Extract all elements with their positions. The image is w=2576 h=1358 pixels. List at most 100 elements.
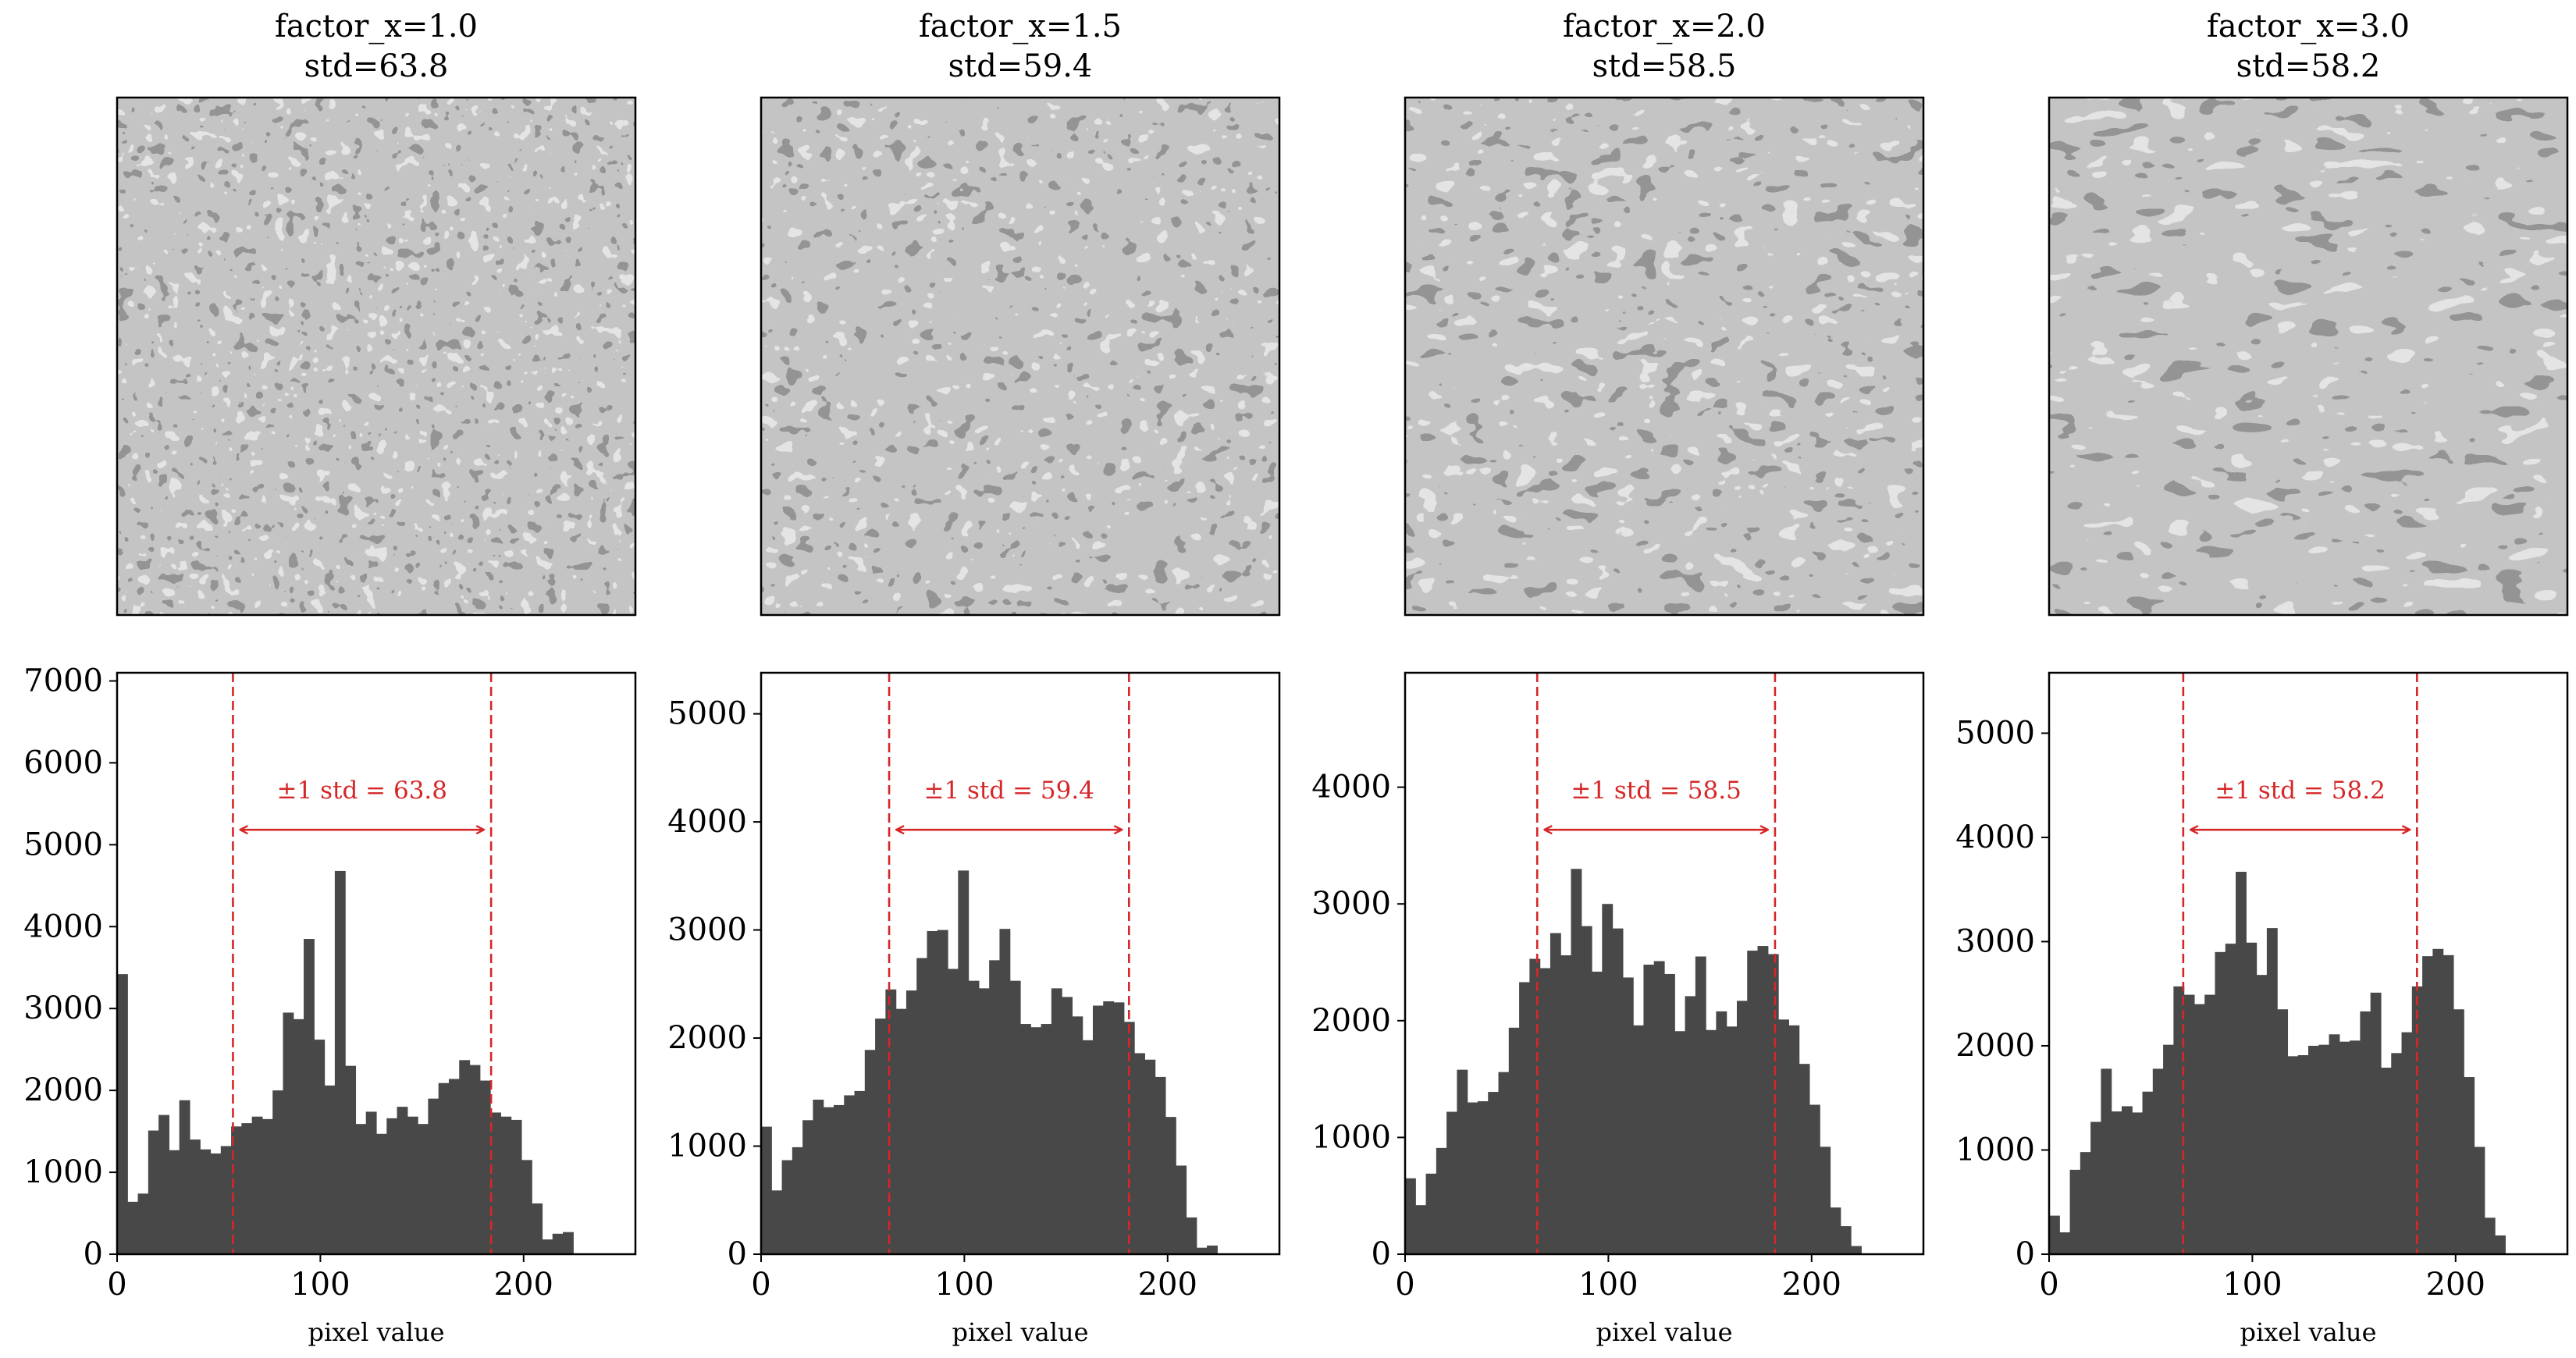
y-tick-label: 3000 xyxy=(1955,923,2035,959)
histogram-bar xyxy=(1186,1217,1197,1254)
x-axis-label: pixel value xyxy=(308,1317,444,1347)
histogram-bar xyxy=(1851,1246,1862,1254)
histogram-bar xyxy=(1695,956,1706,1254)
histogram-bar xyxy=(2090,1122,2101,1254)
histogram-bar xyxy=(2069,1169,2081,1254)
x-tick-label: 100 xyxy=(1578,1267,1638,1303)
x-tick-label: 100 xyxy=(290,1267,350,1303)
histogram-bar xyxy=(1592,971,1603,1254)
histogram-bar xyxy=(200,1149,212,1254)
histogram-bar xyxy=(1425,1173,1437,1254)
histogram-bar xyxy=(1176,1165,1187,1254)
histogram-bar xyxy=(2256,975,2268,1254)
y-tick-label: 7000 xyxy=(23,663,103,699)
histogram-bar xyxy=(1072,1016,1083,1254)
histogram-bar xyxy=(293,1018,304,1254)
histogram-bar xyxy=(2215,951,2226,1254)
histogram-bar xyxy=(1207,1245,1218,1254)
histogram-bar xyxy=(1581,926,1592,1254)
std-annotation: ±1 std = 58.2 xyxy=(2215,777,2385,805)
histogram-bar xyxy=(2370,992,2382,1254)
histogram-bar xyxy=(334,870,346,1254)
histogram-bar xyxy=(1602,904,1614,1254)
histogram-bar xyxy=(781,1160,793,1254)
histogram-bar xyxy=(169,1150,180,1254)
histogram-bar xyxy=(1685,996,1696,1254)
panel-title: factor_x=1.5 xyxy=(919,9,1122,44)
histogram-bar xyxy=(283,1012,294,1254)
histogram-bar xyxy=(1405,1178,1416,1254)
y-tick-label: 4000 xyxy=(667,804,747,840)
histogram-bar xyxy=(1488,1092,1500,1254)
histogram-bar xyxy=(1788,1025,1800,1254)
histogram-bar xyxy=(314,1040,326,1254)
x-axis-label: pixel value xyxy=(2240,1317,2376,1347)
histogram-bar xyxy=(1051,988,1062,1254)
histogram-bar xyxy=(1165,1117,1176,1254)
x-axis-label: pixel value xyxy=(1596,1317,1732,1347)
histogram-bar xyxy=(1550,933,1561,1254)
y-tick-label: 1000 xyxy=(1955,1132,2035,1168)
histogram-bar xyxy=(490,1112,501,1254)
histogram-bar xyxy=(220,1146,232,1254)
histogram-bar xyxy=(262,1118,273,1254)
histogram-bar xyxy=(2236,872,2247,1254)
histogram-bar xyxy=(1508,1027,1520,1254)
histogram-bar xyxy=(2422,956,2433,1254)
axes-frame xyxy=(1404,671,1925,1256)
histogram-bar xyxy=(1155,1076,1166,1254)
y-tick-label: 5000 xyxy=(23,827,103,862)
axes-frame xyxy=(116,671,637,1256)
histogram-bar xyxy=(117,974,128,1254)
y-tick-label: 3000 xyxy=(667,912,747,948)
panel-subtitle: std=59.4 xyxy=(948,48,1093,84)
histogram-bar xyxy=(2287,1056,2299,1254)
std-annotation: ±1 std = 58.5 xyxy=(1571,777,1741,805)
histogram-bar xyxy=(1477,1101,1489,1254)
histogram-bar xyxy=(2329,1034,2340,1254)
histogram-bar xyxy=(1009,980,1021,1254)
histogram: ±1 std = 63.8010002000300040005000600070… xyxy=(23,663,637,1347)
histogram-bar xyxy=(1144,1059,1156,1254)
histogram-bar xyxy=(251,1116,263,1254)
histogram-bar xyxy=(1840,1226,1852,1254)
histogram-bar xyxy=(2049,1215,2060,1254)
x-tick-label: 200 xyxy=(2426,1267,2485,1303)
histogram-bar xyxy=(813,1099,824,1254)
histogram-bar xyxy=(906,990,917,1254)
histogram-bar xyxy=(937,930,948,1254)
histogram-bar xyxy=(1103,1001,1115,1254)
histogram-bar xyxy=(1196,1247,1208,1254)
histogram-bar xyxy=(2464,1077,2475,1254)
histogram-bar xyxy=(355,1124,367,1254)
histogram-bar xyxy=(2194,1004,2205,1254)
histogram-bar xyxy=(1529,958,1541,1254)
histogram-bar xyxy=(469,1065,481,1254)
histogram-bar xyxy=(1778,1019,1789,1254)
histogram-bar xyxy=(1643,964,1655,1254)
y-tick-label: 4000 xyxy=(1955,819,2035,855)
image-frame xyxy=(760,96,1281,617)
histogram-bar xyxy=(428,1098,439,1254)
histogram-bar xyxy=(2297,1054,2309,1254)
histogram-bar xyxy=(1622,977,1634,1254)
histogram-bar xyxy=(324,1085,336,1254)
histogram-bar xyxy=(1799,1064,1810,1254)
speckle-image xyxy=(760,96,1281,617)
histogram-bar xyxy=(2432,948,2444,1254)
histogram-bar xyxy=(1498,1072,1510,1254)
y-tick-label: 2000 xyxy=(23,1072,103,1108)
histogram-bar xyxy=(376,1133,387,1254)
histogram-bar xyxy=(521,1160,532,1254)
histogram-bar xyxy=(304,939,315,1254)
image-frame xyxy=(116,96,637,617)
histogram-bar xyxy=(127,1201,139,1254)
histogram-bar xyxy=(386,1118,398,1254)
y-tick-label: 5000 xyxy=(667,696,747,732)
histogram-bar xyxy=(1747,951,1759,1254)
panel-subtitle: std=58.2 xyxy=(2236,48,2381,84)
histogram-bar xyxy=(999,929,1011,1254)
histogram-bar xyxy=(1674,1031,1686,1254)
histogram-bar xyxy=(511,1119,522,1254)
image-noise xyxy=(1405,98,1923,615)
